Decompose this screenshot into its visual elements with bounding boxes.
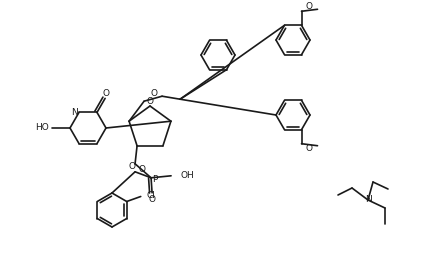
Text: O: O (149, 195, 156, 204)
Text: O: O (146, 97, 153, 105)
Text: N: N (71, 108, 78, 117)
Text: P: P (152, 175, 158, 184)
Text: O: O (306, 144, 313, 153)
Text: O: O (151, 89, 158, 98)
Text: O: O (129, 162, 136, 171)
Text: N: N (365, 196, 371, 205)
Text: HO: HO (35, 123, 49, 133)
Text: O: O (139, 165, 145, 174)
Text: Cl: Cl (147, 191, 156, 200)
Text: O: O (103, 89, 110, 98)
Text: O: O (306, 2, 313, 11)
Text: OH: OH (180, 171, 194, 180)
